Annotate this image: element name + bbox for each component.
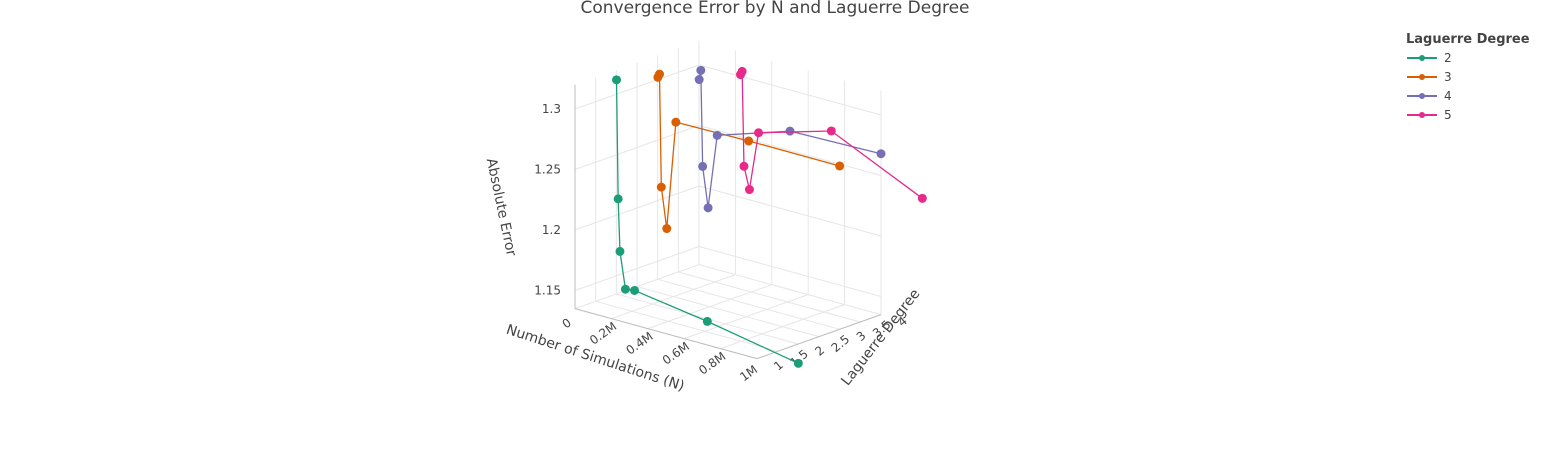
y-tick-label: 1 [771, 358, 786, 374]
legend-title: Laguerre Degree [1406, 32, 1530, 47]
grid-line [595, 300, 778, 352]
series-5 [736, 66, 927, 203]
series-line [657, 73, 840, 229]
legend-item-2[interactable]: 2 [1407, 51, 1452, 65]
legend-label: 5 [1444, 108, 1452, 122]
data-point[interactable] [702, 316, 712, 326]
data-point[interactable] [917, 193, 927, 203]
grid-line [698, 245, 882, 297]
data-point[interactable] [630, 285, 640, 295]
grid-line [698, 124, 882, 176]
x-tick-label: 0.4M [623, 329, 655, 357]
y-axis-line [756, 314, 882, 360]
data-point[interactable] [620, 284, 630, 294]
data-point[interactable] [612, 75, 622, 85]
data-point[interactable] [671, 117, 681, 127]
data-point[interactable] [712, 130, 722, 140]
grid-line [698, 185, 882, 237]
z-tick-label: 1.3 [542, 102, 561, 116]
data-point[interactable] [656, 182, 666, 192]
legend-marker [1419, 74, 1425, 80]
data-point[interactable] [826, 126, 836, 136]
z-tick-label: 1.2 [542, 223, 561, 237]
data-point[interactable] [613, 194, 623, 204]
data-point[interactable] [744, 136, 754, 146]
legend-label: 2 [1444, 51, 1452, 65]
series-4 [694, 65, 886, 213]
data-point[interactable] [785, 126, 795, 136]
x-tick-label: 1M [737, 362, 760, 384]
data-point[interactable] [739, 161, 749, 171]
data-point[interactable] [615, 246, 625, 256]
grid-line [636, 286, 820, 338]
series-layer [612, 65, 927, 368]
data-point[interactable] [744, 185, 754, 195]
legend-marker [1419, 55, 1425, 61]
legend-item-3[interactable]: 3 [1407, 70, 1452, 84]
legend: Laguerre Degree 2 3 4 5 [1406, 32, 1530, 122]
x-tick-label: 0.2M [587, 319, 619, 347]
grid-line [657, 278, 840, 330]
data-point[interactable] [703, 203, 713, 213]
legend-marker [1419, 112, 1425, 118]
data-point[interactable] [654, 69, 664, 79]
legend-marker [1419, 93, 1425, 99]
x-axis-line [574, 308, 758, 360]
data-point[interactable] [793, 358, 803, 368]
grid-line [698, 64, 882, 116]
x-tick-label: 0 [560, 315, 574, 331]
legend-item-4[interactable]: 4 [1407, 89, 1452, 103]
series-2 [612, 75, 803, 368]
data-point[interactable] [835, 161, 845, 171]
z-axis-title: Absolute Error [483, 157, 519, 258]
chart-title: Convergence Error by N and Laguerre Degr… [580, 0, 969, 18]
z-tick-label: 1.25 [534, 162, 561, 176]
scene-3d[interactable]: 0 0.2M 0.4M 0.6M 0.8M 1M 1 1.5 2 2.5 3 3.5 41.151.21… [534, 40, 927, 384]
data-point[interactable] [754, 128, 764, 138]
data-point[interactable] [698, 161, 708, 171]
legend-label: 4 [1444, 89, 1452, 103]
legend-label: 3 [1444, 70, 1452, 84]
grid-line [678, 271, 861, 323]
data-point[interactable] [876, 149, 886, 159]
y-tick-label: 2 [812, 343, 827, 359]
series-line [698, 70, 882, 208]
grid-line [698, 264, 882, 316]
x-tick-label: 0.6M [660, 339, 692, 367]
z-tick-label: 1.15 [534, 283, 561, 297]
y-tick-label: 2.5 [829, 332, 853, 355]
data-point[interactable] [662, 224, 672, 234]
series-3 [653, 69, 845, 234]
x-tick-label: 0.8M [696, 349, 728, 377]
data-point[interactable] [737, 66, 747, 76]
data-point[interactable] [694, 75, 704, 85]
legend-item-5[interactable]: 5 [1407, 108, 1452, 122]
axes: 0 0.2M 0.4M 0.6M 0.8M 1M 1 1.5 2 2.5 3 3.5 41.151.21… [534, 84, 910, 384]
data-point[interactable] [696, 65, 706, 75]
